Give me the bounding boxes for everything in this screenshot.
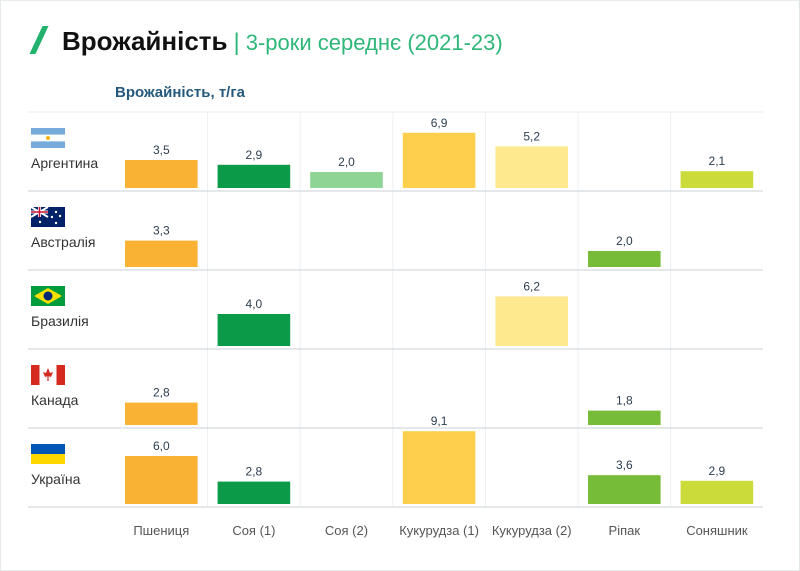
- data-label: 2,8: [246, 465, 263, 479]
- title-separator: |: [233, 29, 240, 56]
- bar: [588, 475, 661, 504]
- category-tick-label: Ріпак: [609, 523, 641, 538]
- data-label: 5,2: [523, 129, 540, 143]
- data-label: 2,9: [709, 464, 726, 478]
- category-tick-label: Соя (2): [325, 523, 368, 538]
- bar: [588, 251, 661, 267]
- bar: [125, 402, 198, 425]
- country-label: Бразилія: [31, 313, 89, 329]
- country-label: Канада: [31, 392, 79, 408]
- data-label: 2,0: [616, 234, 633, 248]
- bar: [125, 160, 198, 188]
- australia-flag-icon: [30, 206, 65, 227]
- bar: [217, 481, 291, 504]
- bar: [125, 456, 198, 504]
- category-tick-label: Соя (1): [232, 523, 275, 538]
- data-label: 4,0: [246, 297, 263, 311]
- bar: [495, 296, 568, 346]
- data-label: 6,9: [431, 116, 448, 130]
- argentina-flag-icon: [31, 128, 65, 148]
- bar: [217, 314, 291, 346]
- country-label: Австралія: [31, 234, 95, 250]
- country-label: Аргентина: [31, 155, 98, 171]
- bar: [680, 480, 754, 504]
- data-label: 3,5: [153, 143, 170, 157]
- bar: [310, 172, 383, 188]
- data-label: 2,8: [153, 386, 170, 400]
- bar: [402, 431, 476, 504]
- bar: [125, 240, 198, 267]
- data-label: 6,0: [153, 439, 170, 453]
- canada-flag-icon: [31, 365, 65, 385]
- brazil-flag-icon: [31, 286, 65, 306]
- country-label: Україна: [31, 471, 81, 487]
- category-tick-label: Кукурудза (2): [492, 523, 572, 538]
- bar: [588, 410, 661, 425]
- data-label: 2,1: [709, 154, 726, 168]
- data-label: 6,2: [523, 279, 540, 293]
- y-axis-label: Врожайність, т/га: [115, 84, 245, 101]
- title-subtitle: 3-роки середнє (2021-23): [245, 30, 503, 55]
- ukraine-flag-icon: [31, 444, 65, 464]
- chart-title: Врожайність | 3-роки середнє (2021-23): [29, 22, 503, 57]
- data-label: 2,0: [338, 155, 355, 169]
- data-label: 2,9: [246, 148, 263, 162]
- data-label: 1,8: [616, 394, 633, 408]
- data-label: 3,3: [153, 224, 170, 238]
- bar: [680, 171, 754, 188]
- bar: [217, 164, 291, 188]
- data-label: 3,6: [616, 458, 633, 472]
- data-label: 9,1: [431, 414, 448, 428]
- category-tick-label: Пшениця: [133, 523, 189, 538]
- bar: [495, 146, 568, 188]
- bar: [402, 132, 476, 188]
- title-main: Врожайність: [62, 26, 228, 56]
- category-tick-label: Соняшник: [686, 523, 748, 538]
- category-tick-label: Кукурудза (1): [399, 523, 479, 538]
